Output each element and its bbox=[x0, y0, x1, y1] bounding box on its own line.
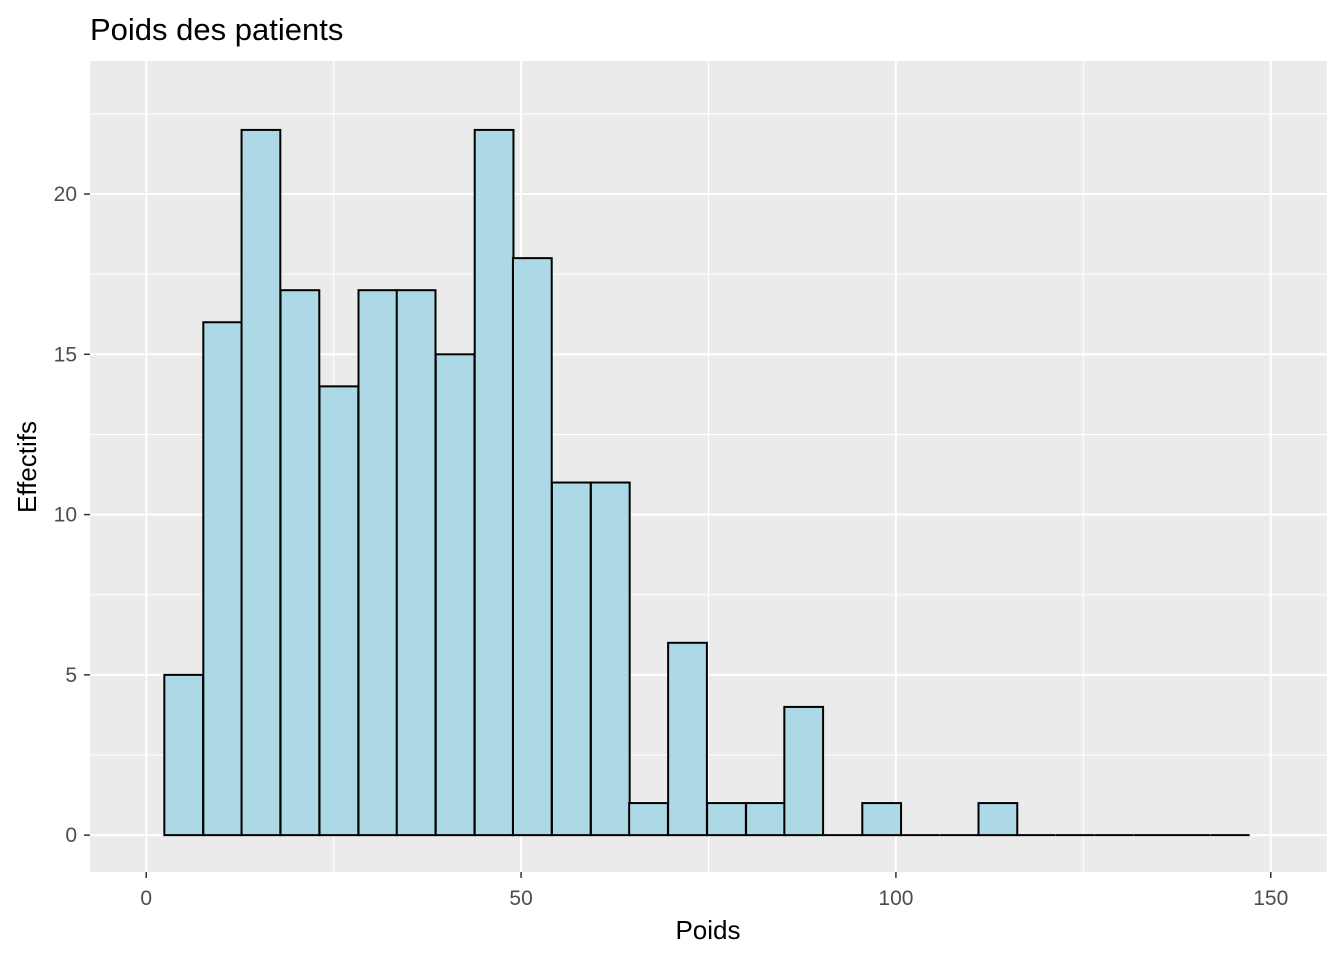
histogram-bar bbox=[434, 353, 476, 837]
histogram-bar bbox=[861, 802, 903, 837]
y-tick-label: 10 bbox=[54, 504, 77, 527]
histogram-bar bbox=[745, 802, 786, 837]
x-tick-label: 150 bbox=[1253, 887, 1288, 910]
y-tick-label: 15 bbox=[54, 343, 77, 366]
histogram-bar bbox=[783, 705, 825, 837]
y-axis-title: Effectifs bbox=[12, 421, 42, 513]
y-tick-label: 20 bbox=[54, 183, 77, 206]
histogram-bar bbox=[318, 385, 360, 837]
x-axis-title: Poids bbox=[675, 915, 740, 945]
histogram-bar bbox=[279, 289, 321, 837]
histogram-bar bbox=[240, 128, 282, 837]
histogram-bar bbox=[202, 321, 244, 837]
histogram-bar bbox=[589, 481, 631, 837]
histogram-bar bbox=[628, 802, 669, 837]
x-axis: 0 50 100 150 bbox=[140, 872, 1288, 910]
x-tick-label: 100 bbox=[878, 887, 913, 910]
histogram-bar bbox=[977, 802, 1019, 837]
histogram-bar bbox=[706, 802, 747, 837]
y-axis: 0 5 10 15 20 bbox=[54, 183, 90, 847]
histogram-bar bbox=[667, 641, 708, 837]
histogram-bar bbox=[395, 289, 437, 837]
x-tick-label: 0 bbox=[140, 887, 152, 910]
histogram-bar bbox=[357, 289, 399, 837]
y-tick-label: 5 bbox=[65, 664, 77, 687]
histogram-bar bbox=[473, 128, 515, 837]
histogram-bar bbox=[550, 481, 592, 837]
chart-title: Poids des patients bbox=[90, 12, 343, 47]
histogram-bar bbox=[163, 673, 205, 837]
histogram-bar bbox=[511, 257, 553, 837]
x-tick-label: 50 bbox=[509, 887, 532, 910]
y-tick-label: 0 bbox=[65, 824, 77, 847]
histogram-bars bbox=[163, 128, 1250, 837]
